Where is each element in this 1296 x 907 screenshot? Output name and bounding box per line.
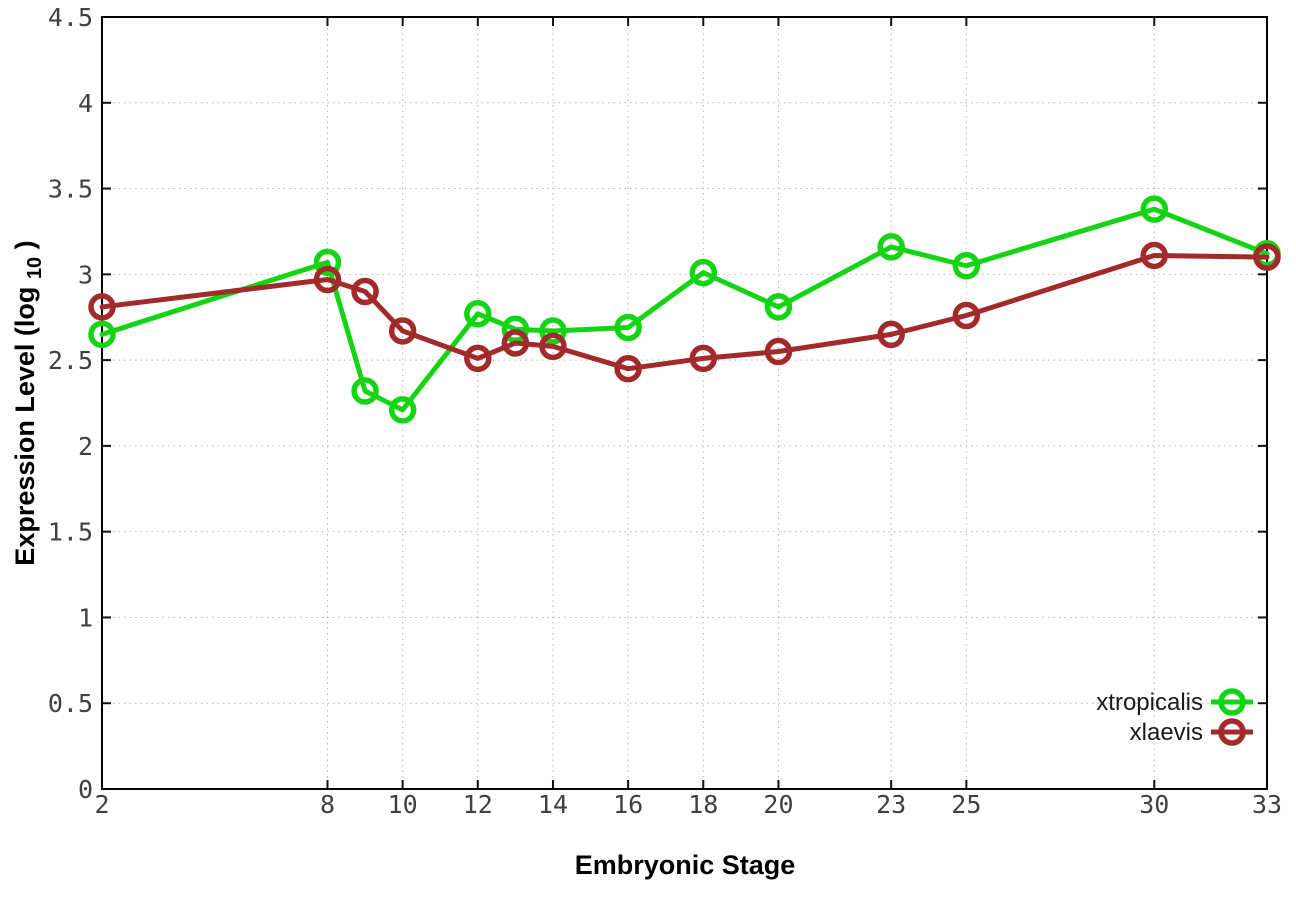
data-point-xtropicalis [464,300,492,328]
data-point-xtropicalis [952,252,981,280]
data-point-xlaevis [1140,241,1169,270]
data-point-xlaevis [539,332,567,361]
x-tick-label: 23 [876,790,906,819]
y-axis-title: Expression Level (log 10 ) [10,240,47,565]
y-tick-label: 0 [78,775,93,804]
data-point-xlaevis [614,354,642,383]
x-tick-label: 20 [763,790,793,819]
plot-border [101,16,1268,790]
data-point-xlaevis [689,344,718,373]
y-tick-label: 0.5 [48,689,93,718]
y-axis-title-suffix: ) [10,240,40,249]
x-tick-label: 16 [613,790,643,819]
data-point-xlaevis [501,329,530,357]
y-tick-label: 4.5 [48,3,93,32]
data-point-xtropicalis [1140,195,1169,223]
legend-label: xtropicalis [1096,689,1203,716]
x-axis-title: Embryonic Stage [575,850,796,880]
data-point-xtropicalis [877,233,905,261]
axis-ticks-layer: 2 8 10 12 14 16 18 20 23 25 30 33 0 0.5 1 1.5 2 2.5 3 3.5 4 4… [48,3,1282,819]
data-point-xlaevis [313,265,342,294]
y-tick-label: 1.5 [48,518,93,547]
y-tick-label: 3 [78,260,93,289]
legend-item-xlaevis: xlaevis [1130,718,1253,746]
y-tick-label: 4 [78,89,93,118]
x-tick-label: 2 [94,790,109,819]
data-point-xlaevis [388,317,417,345]
data-point-xlaevis [88,293,116,321]
legend-item-xtropicalis: xtropicalis [1096,688,1253,716]
x-tick-label: 25 [951,790,981,819]
y-tick-label: 2 [78,432,93,461]
data-point-xlaevis [351,277,379,306]
data-point-xtropicalis [388,396,417,424]
y-tick-label: 2.5 [48,346,93,375]
data-point-xtropicalis [88,320,116,349]
x-tick-label: 12 [463,790,493,819]
series-line-xtropicalis [99,206,1270,413]
series-line-xlaevis [99,252,1270,372]
data-point-xlaevis [764,337,793,366]
legend-marker-icon [1218,688,1246,716]
series-layer [88,195,1281,424]
data-point-xtropicalis [313,248,342,277]
data-point-xtropicalis [614,313,642,342]
x-tick-label: 14 [538,790,568,819]
data-point-xtropicalis [689,258,718,287]
data-point-xtropicalis [539,317,567,345]
data-point-xlaevis [1253,243,1281,271]
data-point-xlaevis [877,320,905,349]
data-point-xtropicalis [351,377,379,405]
legend: xtropicalis xlaevis [1096,688,1253,746]
data-point-xlaevis [464,344,492,373]
grid-layer [102,17,1267,789]
y-axis-title-subscript: 10 [24,257,46,279]
legend-marker-icon [1218,718,1246,746]
y-tick-label: 3.5 [48,175,93,204]
data-point-xlaevis [952,301,981,330]
x-tick-label: 33 [1252,790,1282,819]
data-point-xtropicalis [764,293,793,321]
legend-label: xlaevis [1130,719,1203,746]
x-tick-label: 8 [320,790,335,819]
y-axis-title-main: Expression Level (log [10,287,40,566]
x-tick-label: 10 [388,790,418,819]
x-tick-label: 18 [688,790,718,819]
x-tick-label: 30 [1139,790,1169,819]
y-tick-label: 1 [78,603,93,632]
data-point-xtropicalis [501,315,530,343]
